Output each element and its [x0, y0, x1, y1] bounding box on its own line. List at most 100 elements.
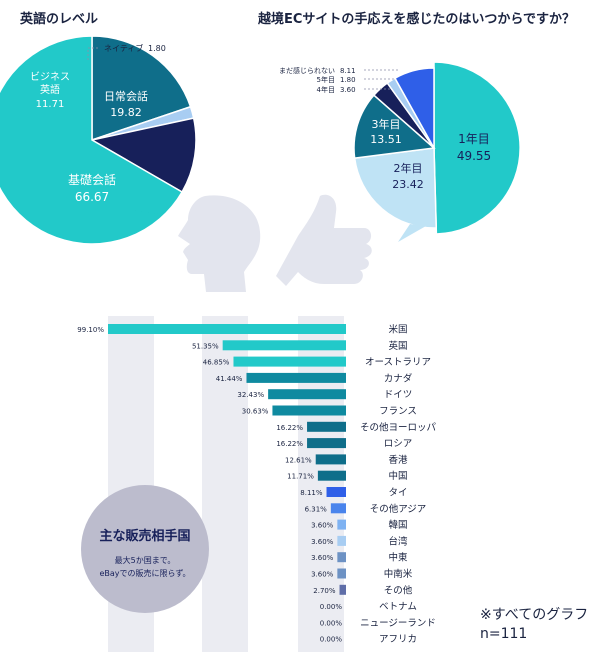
bar-value-14: 3.60% [311, 554, 334, 562]
pie2-value-2: 13.51 [370, 133, 402, 146]
bar-category-7: ロシア [384, 439, 413, 450]
head-silhouette-icon [178, 195, 261, 292]
pie1-title: 英語のレベル [20, 12, 99, 27]
bar-11 [330, 503, 346, 514]
bar-category-1: 英国 [388, 340, 407, 352]
bar-6 [307, 421, 346, 432]
bar-value-8: 12.61% [285, 456, 312, 464]
pie1-slice-3 [0, 35, 184, 245]
bar-3 [246, 372, 346, 383]
pie2-callout-value-4: 1.80 [340, 76, 356, 84]
pie2-callout-label-3: 4年目 [317, 85, 335, 94]
pie1-value-2: 11.71 [36, 99, 65, 110]
bar-10 [326, 487, 346, 497]
pie1-bubble-tail [132, 198, 158, 214]
bar-5 [272, 405, 346, 416]
bar-9 [317, 470, 346, 481]
bar-value-19: 0.00% [320, 636, 343, 644]
pie2-slice-5 [393, 67, 435, 151]
bar-category-9: 中国 [388, 470, 407, 482]
bar-4 [268, 389, 346, 400]
pie2-callout-value-3: 3.60 [340, 86, 356, 94]
bar-category-13: 台湾 [388, 535, 408, 547]
pie1-slice-2 [89, 117, 197, 194]
pie2-bubble-tail [398, 224, 426, 242]
pie2-callout-label-5: まだ感じられない [279, 66, 335, 75]
pie2-label-1: 2年目 [394, 161, 423, 175]
pie1-value-1: 1.80 [148, 44, 166, 53]
bar-0 [108, 324, 346, 334]
pie2-callout-label-4: 5年目 [317, 75, 335, 84]
bar-category-8: 香港 [388, 454, 408, 466]
bar-8 [315, 454, 346, 465]
bar-value-6: 16.22% [276, 424, 303, 432]
pie2-callout-value-5: 8.11 [340, 67, 356, 75]
bar-category-16: その他 [384, 584, 413, 596]
bar-title-circle [81, 485, 209, 613]
bar-category-18: ニュージーランド [360, 618, 436, 629]
bar-value-13: 3.60% [311, 538, 334, 546]
pie1-label-2a: ビジネス [30, 71, 70, 83]
bar-value-4: 32.43% [237, 391, 264, 399]
bar-12 [337, 519, 346, 530]
pie1-label-1: ネイティブ [104, 43, 143, 53]
pie2-value-0: 49.55 [457, 149, 491, 163]
pie1-label-0: 日常会話 [104, 89, 148, 103]
bar-title: 主な販売相手国 [99, 528, 190, 544]
bar-category-3: カナダ [384, 372, 413, 384]
bar-value-12: 3.60% [311, 522, 334, 530]
bar-category-10: タイ [388, 488, 407, 499]
bar-category-12: 韓国 [388, 520, 407, 531]
bar-category-19: アフリカ [379, 634, 417, 645]
background-column-1 [202, 316, 248, 652]
bar-14 [337, 552, 346, 563]
bar-2 [233, 356, 346, 367]
bar-subtitle-line1: 最大5か国まで。 [115, 555, 176, 565]
pie1-value-3: 66.67 [75, 190, 109, 204]
bar-subtitle-line2: eBayでの販売に限らず。 [99, 568, 190, 578]
bar-category-11: その他アジア [370, 503, 427, 515]
bar-value-10: 8.11% [300, 489, 323, 497]
bar-category-15: 中南米 [384, 568, 413, 580]
bar-7 [307, 438, 346, 449]
background-column-2 [298, 316, 344, 652]
bar-category-4: ドイツ [384, 390, 413, 401]
bar-value-2: 46.85% [203, 359, 230, 367]
bar-1 [222, 340, 346, 351]
bar-category-17: ベトナム [379, 602, 417, 613]
bar-value-9: 11.71% [287, 473, 314, 481]
pie2-slice-0 [433, 61, 521, 235]
pie1-label-2b: 英語 [40, 83, 60, 96]
pie1-value-0: 19.82 [110, 106, 142, 119]
bar-value-11: 6.31% [305, 505, 328, 513]
bar-13 [337, 535, 346, 546]
bar-value-7: 16.22% [276, 440, 303, 448]
bar-value-18: 0.00% [320, 619, 343, 627]
bar-category-2: オーストラリア [365, 357, 431, 368]
bar-value-15: 3.60% [311, 571, 334, 579]
pie1-label-3: 基礎会話 [68, 172, 116, 187]
sample-note: ※すべてのグラフ n=111 [480, 606, 588, 644]
bar-value-16: 2.70% [313, 587, 336, 595]
bar-category-5: フランス [379, 406, 417, 417]
bar-value-0: 99.10% [77, 326, 104, 334]
pie2-title: 越境ECサイトの手応えを感じたのはいつからですか？ [258, 12, 576, 27]
sample-note-line2: n=111 [480, 626, 528, 642]
thumbs-up-icon [276, 194, 372, 286]
pie1-slice-0 [91, 35, 192, 142]
pie2-slice-2 [353, 94, 436, 159]
sample-note-line1: ※すべてのグラフ [480, 607, 589, 623]
bar-15 [337, 568, 346, 579]
pie2-label-0: 1年目 [458, 132, 490, 146]
pie2-value-1: 23.42 [392, 178, 424, 191]
bar-16 [339, 584, 346, 595]
pie2-slice-1 [353, 147, 438, 229]
bar-category-0: 米国 [388, 324, 407, 336]
bar-value-5: 30.63% [242, 408, 269, 416]
bar-value-3: 41.44% [216, 375, 243, 383]
bar-category-6: その他ヨーロッパ [360, 421, 437, 433]
bar-value-1: 51.35% [192, 342, 219, 350]
pie2-label-2: 3年目 [372, 117, 401, 131]
bar-category-14: 中東 [388, 552, 408, 564]
